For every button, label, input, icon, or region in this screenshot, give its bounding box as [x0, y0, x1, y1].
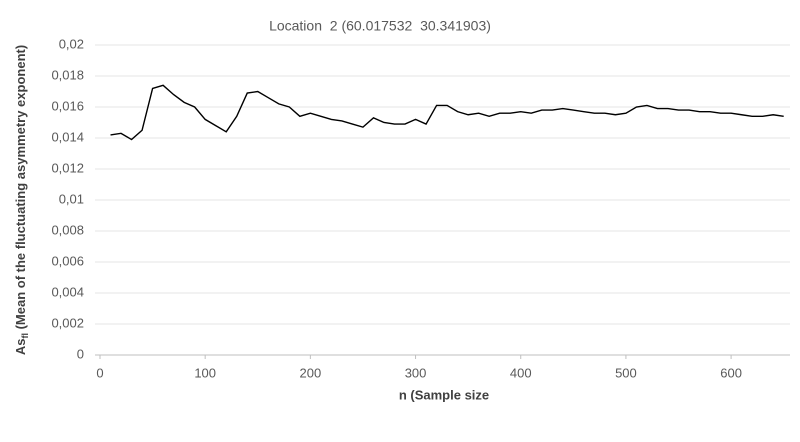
- y-label-sub: fl: [20, 333, 30, 339]
- y-tick-label: 0,018: [51, 67, 84, 82]
- x-tick-label: 100: [194, 365, 216, 380]
- y-label-rest: (Mean of the fluctuating asymmetry expon…: [13, 45, 28, 333]
- x-tick-label: 300: [405, 365, 427, 380]
- y-tick-label: 0: [77, 346, 84, 361]
- y-tick-label: 0,012: [51, 160, 84, 175]
- y-tick-label: 0,006: [51, 253, 84, 268]
- x-tick-label: 0: [96, 365, 103, 380]
- x-tick-label: 500: [615, 365, 637, 380]
- x-tick-label: 200: [300, 365, 322, 380]
- y-label-main: As: [13, 339, 28, 356]
- y-tick-label: 0,016: [51, 98, 84, 113]
- y-axis-label: Asfl (Mean of the fluctuating asymmetry …: [13, 45, 30, 355]
- x-axis-label: n (Sample size: [399, 387, 489, 402]
- y-tick-label: 0,004: [51, 284, 84, 299]
- x-tick-label: 600: [720, 365, 742, 380]
- y-tick-label: 0,02: [59, 36, 84, 51]
- y-tick-label: 0,01: [59, 191, 84, 206]
- y-tick-label: 0,008: [51, 222, 84, 237]
- y-tick-label: 0,002: [51, 315, 84, 330]
- series-line: [110, 84, 784, 141]
- x-tick-label: 400: [510, 365, 532, 380]
- y-tick-label: 0,014: [51, 129, 84, 144]
- chart-title: Location 2 (60.017532 30.341903): [269, 18, 491, 34]
